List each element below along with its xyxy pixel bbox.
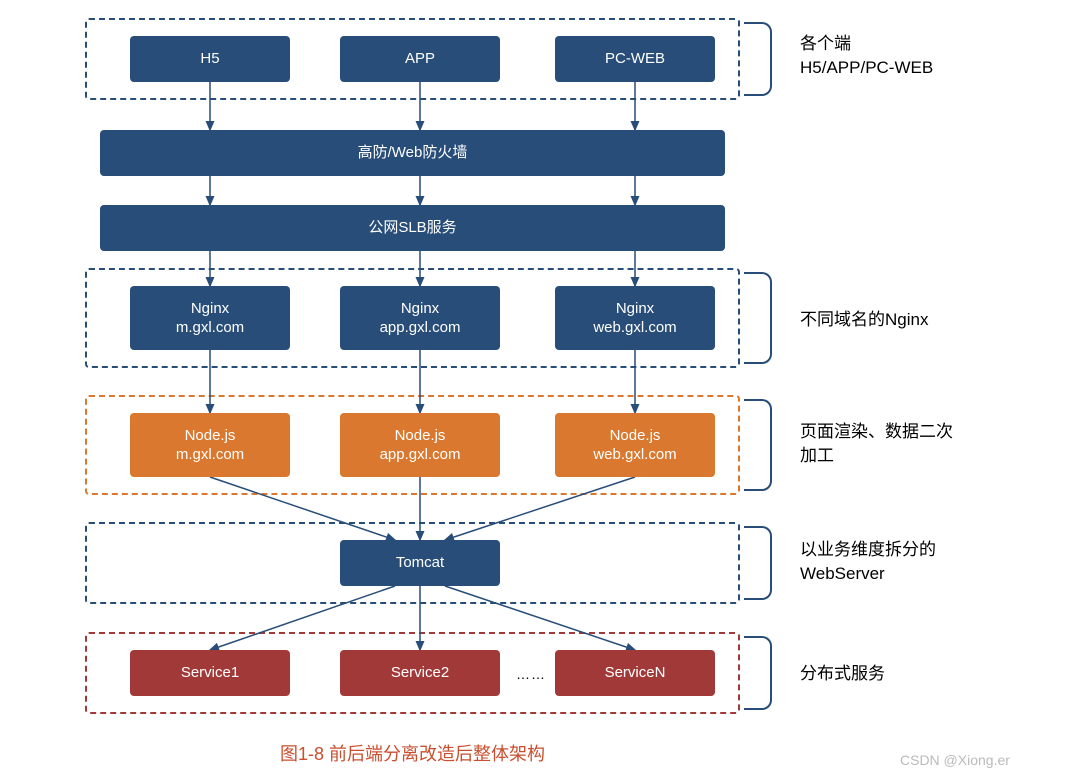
bracket-tomcat <box>744 526 772 600</box>
node-slb: 公网SLB服务 <box>100 205 725 251</box>
node-service2: Service2 <box>340 650 500 696</box>
node-label: Service1 <box>181 663 239 683</box>
annotation-nginx: 不同域名的Nginx <box>800 308 928 332</box>
node-label: Node.js <box>610 426 661 446</box>
ellipsis: …… <box>516 666 546 682</box>
node-label: Nginx <box>401 299 439 319</box>
annotation-line: WebServer <box>800 564 885 583</box>
bracket-nginx <box>744 272 772 364</box>
node-label: Node.js <box>185 426 236 446</box>
node-label: Nginx <box>616 299 654 319</box>
node-label: H5 <box>200 49 219 69</box>
node-servicen: ServiceN <box>555 650 715 696</box>
node-label: 公网SLB服务 <box>368 218 456 238</box>
annotation-nodejs: 页面渲染、数据二次加工 <box>800 420 953 468</box>
annotation-line: 各个端 <box>800 34 851 53</box>
node-label: PC-WEB <box>605 49 665 69</box>
annotation-line: 不同域名的Nginx <box>800 310 928 329</box>
node-sublabel: web.gxl.com <box>593 318 676 338</box>
node-sublabel: web.gxl.com <box>593 445 676 465</box>
annotation-line: H5/APP/PC-WEB <box>800 58 933 77</box>
bracket-clients <box>744 22 772 96</box>
node-label: Node.js <box>395 426 446 446</box>
node-sublabel: app.gxl.com <box>380 318 461 338</box>
node-nodejs-app: Node.jsapp.gxl.com <box>340 413 500 477</box>
annotation-services: 分布式服务 <box>800 662 885 686</box>
bracket-nodejs <box>744 399 772 491</box>
node-label: 高防/Web防火墙 <box>358 143 468 163</box>
annotation-tomcat: 以业务维度拆分的 WebServer <box>800 538 936 586</box>
node-sublabel: m.gxl.com <box>176 318 244 338</box>
node-nodejs-web: Node.jsweb.gxl.com <box>555 413 715 477</box>
node-nginx-web: Nginxweb.gxl.com <box>555 286 715 350</box>
annotation-line: 页面渲染、数据二次 <box>800 422 953 441</box>
node-app: APP <box>340 36 500 82</box>
node-label: Tomcat <box>396 553 444 573</box>
node-waf: 高防/Web防火墙 <box>100 130 725 176</box>
node-tomcat: Tomcat <box>340 540 500 586</box>
node-nodejs-m: Node.jsm.gxl.com <box>130 413 290 477</box>
node-label: APP <box>405 49 435 69</box>
figure-caption: 图1-8 前后端分离改造后整体架构 <box>0 740 825 766</box>
node-label: Service2 <box>391 663 449 683</box>
node-label: ServiceN <box>605 663 666 683</box>
node-nginx-app: Nginxapp.gxl.com <box>340 286 500 350</box>
annotation-line: 分布式服务 <box>800 664 885 683</box>
node-h5: H5 <box>130 36 290 82</box>
node-service1: Service1 <box>130 650 290 696</box>
bracket-services <box>744 636 772 710</box>
node-sublabel: m.gxl.com <box>176 445 244 465</box>
node-sublabel: app.gxl.com <box>380 445 461 465</box>
architecture-diagram: H5 APP PC-WEB 高防/Web防火墙 公网SLB服务 Nginxm.g… <box>0 0 1077 784</box>
annotation-line: 以业务维度拆分的 <box>800 540 936 559</box>
watermark: CSDN @Xiong.er <box>900 752 1010 768</box>
annotation-line: 加工 <box>800 446 834 465</box>
annotation-clients: 各个端 H5/APP/PC-WEB <box>800 32 933 80</box>
node-label: Nginx <box>191 299 229 319</box>
node-nginx-m: Nginxm.gxl.com <box>130 286 290 350</box>
node-pcweb: PC-WEB <box>555 36 715 82</box>
